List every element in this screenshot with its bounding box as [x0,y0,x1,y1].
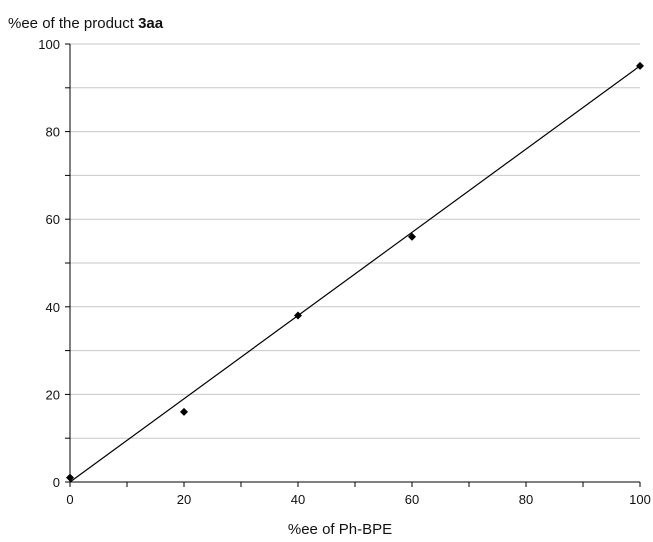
x-tick-label: 20 [177,492,191,507]
data-points [66,61,644,482]
data-point [180,407,188,416]
y-axis-title-prefix: %ee of the product [8,15,138,32]
x-ticks: 0 20 40 60 80 100 [66,482,651,507]
grid-lines [70,43,640,439]
y-ticks: 0 20 40 60 80 100 [38,37,70,490]
trend-line [69,65,641,483]
y-axis-title: %ee of the product 3aa [8,15,164,32]
x-tick-label: 80 [519,492,533,507]
y-tick-label: 20 [46,387,60,402]
y-axis-title-compound: 3aa [138,15,164,32]
y-tick-label: 60 [46,212,60,227]
y-tick-label: 100 [38,37,60,52]
y-tick-label: 0 [53,475,60,490]
x-tick-label: 100 [629,492,651,507]
y-tick-label: 40 [46,300,60,315]
data-point [294,311,302,320]
data-point [66,473,74,482]
x-tick-label: 0 [66,492,73,507]
x-axis-title: %ee of Ph-BPE [288,521,392,538]
x-tick-label: 60 [405,492,419,507]
data-point [408,232,416,241]
y-tick-label: 80 [46,125,60,140]
x-tick-label: 40 [291,492,305,507]
data-point [636,61,644,70]
